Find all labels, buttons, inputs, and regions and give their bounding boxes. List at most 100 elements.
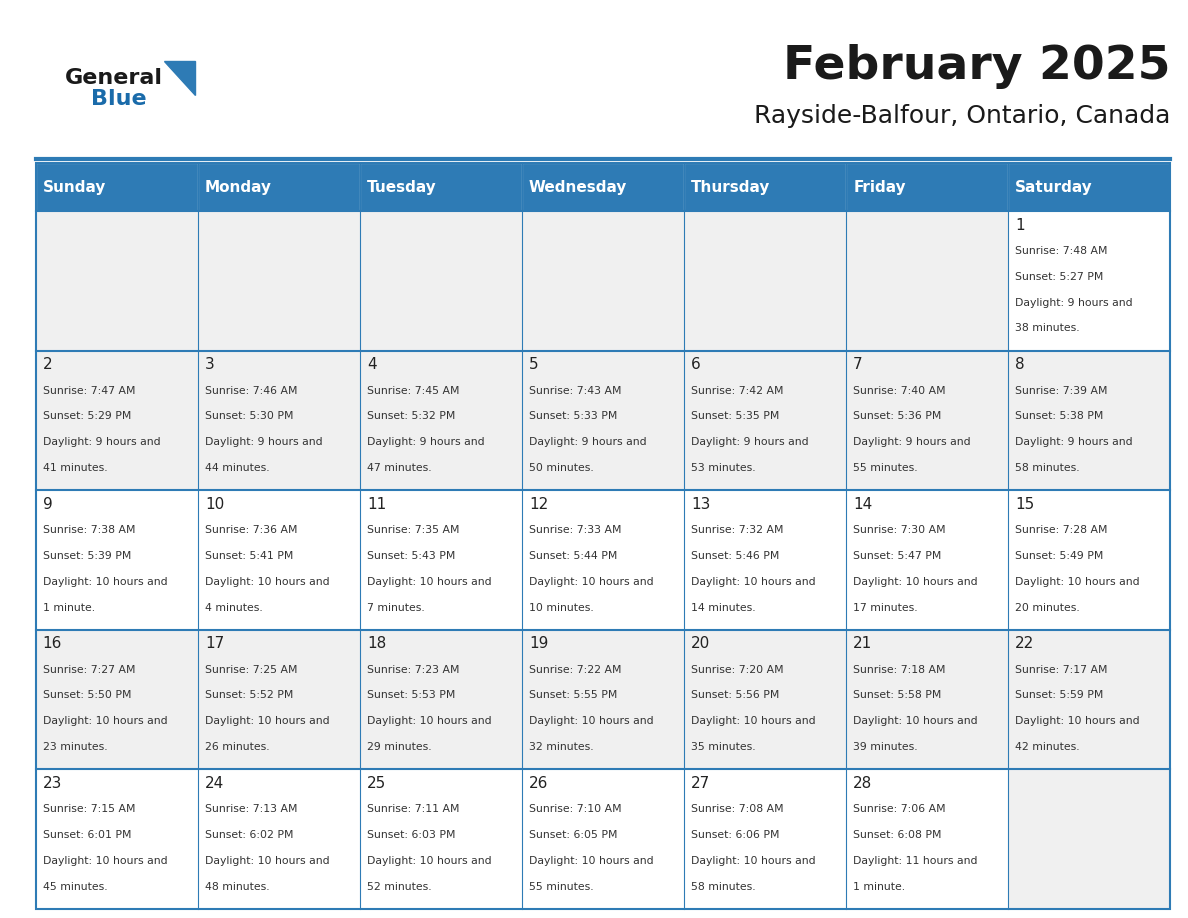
Text: 13: 13	[691, 497, 710, 511]
Text: 14: 14	[853, 497, 872, 511]
Bar	[197, 490, 360, 630]
Text: 47 minutes.: 47 minutes.	[367, 463, 431, 473]
Text: 28: 28	[853, 776, 872, 790]
Text: Sunset: 5:56 PM: Sunset: 5:56 PM	[691, 690, 779, 700]
Text: 1: 1	[1016, 218, 1025, 232]
Text: Sunset: 5:38 PM: Sunset: 5:38 PM	[1016, 411, 1104, 421]
Text: 3: 3	[204, 357, 215, 372]
Text: Sunset: 6:05 PM: Sunset: 6:05 PM	[529, 830, 618, 840]
Text: 15: 15	[1016, 497, 1035, 511]
Text: Daylight: 10 hours and: Daylight: 10 hours and	[1016, 577, 1139, 587]
Text: Thursday: Thursday	[691, 180, 771, 195]
Text: 42 minutes.: 42 minutes.	[1016, 742, 1080, 752]
Bar	[36, 163, 1170, 909]
Text: Sunset: 5:36 PM: Sunset: 5:36 PM	[853, 411, 942, 421]
Bar	[1009, 630, 1170, 769]
Text: Sunset: 5:32 PM: Sunset: 5:32 PM	[367, 411, 455, 421]
Bar	[522, 211, 684, 351]
Text: 52 minutes.: 52 minutes.	[367, 881, 431, 891]
Bar	[360, 351, 522, 490]
Text: Sunset: 5:43 PM: Sunset: 5:43 PM	[367, 551, 455, 561]
Text: 41 minutes.: 41 minutes.	[43, 463, 107, 473]
Text: Sunrise: 7:45 AM: Sunrise: 7:45 AM	[367, 386, 460, 396]
Text: Sunset: 5:39 PM: Sunset: 5:39 PM	[43, 551, 131, 561]
Bar	[522, 630, 684, 769]
Text: Sunrise: 7:13 AM: Sunrise: 7:13 AM	[204, 804, 297, 814]
Text: 4 minutes.: 4 minutes.	[204, 602, 263, 612]
Text: Daylight: 9 hours and: Daylight: 9 hours and	[204, 437, 322, 447]
Text: Daylight: 9 hours and: Daylight: 9 hours and	[367, 437, 485, 447]
Text: 26 minutes.: 26 minutes.	[204, 742, 270, 752]
Text: 1 minute.: 1 minute.	[43, 602, 95, 612]
Text: Sunrise: 7:32 AM: Sunrise: 7:32 AM	[691, 525, 784, 535]
Text: Daylight: 10 hours and: Daylight: 10 hours and	[691, 856, 816, 866]
Text: Sunset: 5:30 PM: Sunset: 5:30 PM	[204, 411, 293, 421]
Text: 25: 25	[367, 776, 386, 790]
Text: 11: 11	[367, 497, 386, 511]
Text: Sunrise: 7:25 AM: Sunrise: 7:25 AM	[204, 665, 297, 675]
Bar	[684, 163, 846, 211]
Text: Monday: Monday	[204, 180, 272, 195]
Text: 9: 9	[43, 497, 52, 511]
Text: Sunset: 5:58 PM: Sunset: 5:58 PM	[853, 690, 942, 700]
Text: Sunset: 5:59 PM: Sunset: 5:59 PM	[1016, 690, 1104, 700]
Text: Sunset: 5:44 PM: Sunset: 5:44 PM	[529, 551, 618, 561]
Text: Sunrise: 7:11 AM: Sunrise: 7:11 AM	[367, 804, 460, 814]
Bar	[1009, 490, 1170, 630]
Bar	[1009, 351, 1170, 490]
Bar	[360, 490, 522, 630]
Bar	[522, 769, 684, 909]
Text: 55 minutes.: 55 minutes.	[853, 463, 918, 473]
Bar	[846, 630, 1009, 769]
Text: Sunrise: 7:38 AM: Sunrise: 7:38 AM	[43, 525, 135, 535]
Text: 44 minutes.: 44 minutes.	[204, 463, 270, 473]
Text: Sunset: 5:46 PM: Sunset: 5:46 PM	[691, 551, 779, 561]
Bar	[36, 769, 197, 909]
Text: Sunset: 5:29 PM: Sunset: 5:29 PM	[43, 411, 131, 421]
Text: Daylight: 10 hours and: Daylight: 10 hours and	[529, 577, 653, 587]
Text: Sunset: 6:01 PM: Sunset: 6:01 PM	[43, 830, 131, 840]
Text: Daylight: 10 hours and: Daylight: 10 hours and	[367, 856, 492, 866]
Text: Sunrise: 7:48 AM: Sunrise: 7:48 AM	[1016, 246, 1107, 256]
Text: Sunset: 5:33 PM: Sunset: 5:33 PM	[529, 411, 618, 421]
Text: 1 minute.: 1 minute.	[853, 881, 905, 891]
Text: Sunrise: 7:35 AM: Sunrise: 7:35 AM	[367, 525, 460, 535]
Bar	[360, 163, 522, 211]
Text: Sunrise: 7:47 AM: Sunrise: 7:47 AM	[43, 386, 135, 396]
Bar	[846, 769, 1009, 909]
Text: Daylight: 10 hours and: Daylight: 10 hours and	[43, 716, 168, 726]
Bar	[1009, 769, 1170, 909]
Bar	[846, 163, 1009, 211]
Text: Sunrise: 7:39 AM: Sunrise: 7:39 AM	[1016, 386, 1107, 396]
Text: Daylight: 10 hours and: Daylight: 10 hours and	[529, 716, 653, 726]
Text: Sunset: 5:50 PM: Sunset: 5:50 PM	[43, 690, 131, 700]
Text: Sunset: 6:02 PM: Sunset: 6:02 PM	[204, 830, 293, 840]
Bar	[36, 490, 197, 630]
Text: 23 minutes.: 23 minutes.	[43, 742, 107, 752]
Text: 35 minutes.: 35 minutes.	[691, 742, 756, 752]
Text: Friday: Friday	[853, 180, 905, 195]
Text: 17: 17	[204, 636, 225, 651]
Bar	[846, 490, 1009, 630]
Bar	[846, 351, 1009, 490]
Text: Sunrise: 7:27 AM: Sunrise: 7:27 AM	[43, 665, 135, 675]
Text: 16: 16	[43, 636, 62, 651]
Text: Sunrise: 7:17 AM: Sunrise: 7:17 AM	[1016, 665, 1107, 675]
Text: Sunset: 6:06 PM: Sunset: 6:06 PM	[691, 830, 779, 840]
Text: Sunrise: 7:43 AM: Sunrise: 7:43 AM	[529, 386, 621, 396]
Text: Sunrise: 7:28 AM: Sunrise: 7:28 AM	[1016, 525, 1107, 535]
Bar	[684, 351, 846, 490]
Text: Daylight: 10 hours and: Daylight: 10 hours and	[367, 716, 492, 726]
Bar	[36, 211, 197, 351]
Text: 48 minutes.: 48 minutes.	[204, 881, 270, 891]
Bar	[197, 351, 360, 490]
Text: Sunrise: 7:08 AM: Sunrise: 7:08 AM	[691, 804, 784, 814]
Bar	[36, 351, 197, 490]
Text: Daylight: 10 hours and: Daylight: 10 hours and	[1016, 716, 1139, 726]
Text: Sunset: 5:55 PM: Sunset: 5:55 PM	[529, 690, 618, 700]
Text: Sunset: 6:08 PM: Sunset: 6:08 PM	[853, 830, 942, 840]
Text: Sunset: 5:35 PM: Sunset: 5:35 PM	[691, 411, 779, 421]
Text: 24: 24	[204, 776, 225, 790]
Text: Daylight: 9 hours and: Daylight: 9 hours and	[853, 437, 971, 447]
Text: Daylight: 10 hours and: Daylight: 10 hours and	[853, 577, 978, 587]
